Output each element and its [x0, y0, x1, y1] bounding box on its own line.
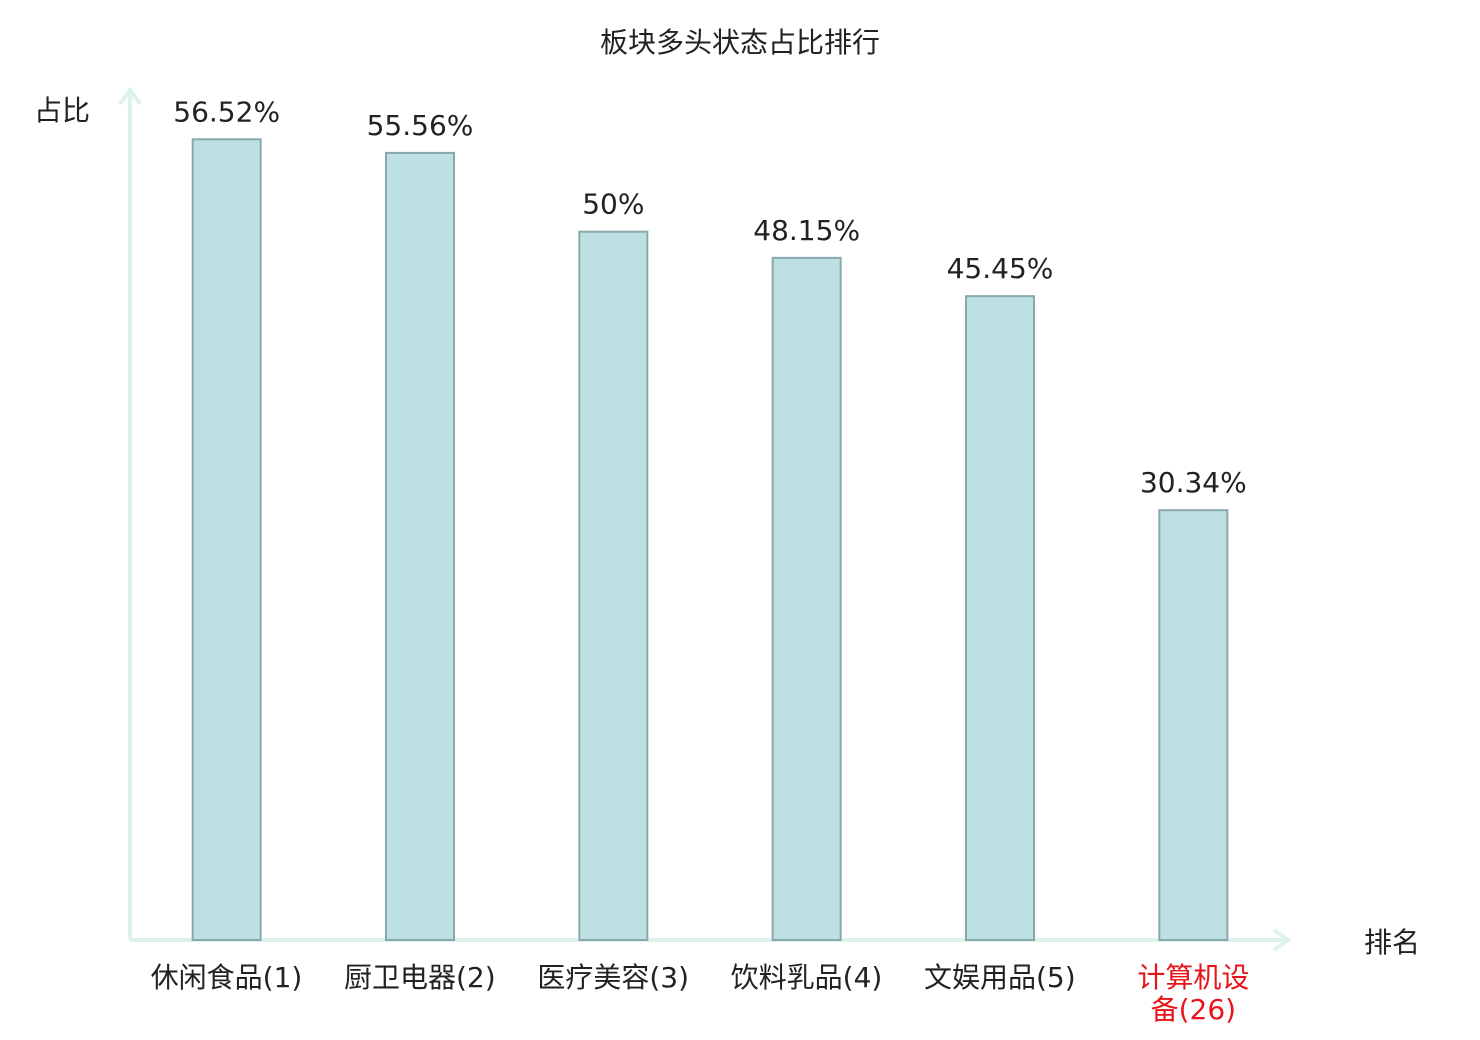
x-tick-label: 计算机设备(26): [1137, 961, 1250, 1026]
value-label: 55.56%: [367, 109, 474, 142]
bar: [965, 295, 1035, 941]
x-axis-label: 排名: [1364, 926, 1420, 959]
x-tick-label: 休闲食品(1): [150, 961, 303, 994]
chart-title: 板块多头状态占比排行: [600, 26, 880, 59]
axes: [118, 86, 1292, 952]
x-tick-label: 医疗美容(3): [537, 961, 689, 994]
bar: [771, 256, 842, 941]
x-tick-label: 厨卫电器(2): [344, 961, 496, 994]
value-label: 48.15%: [753, 214, 860, 247]
x-arrow: [1272, 928, 1292, 952]
bar: [385, 151, 455, 941]
value-label: 45.45%: [947, 252, 1054, 285]
y-arrow: [118, 86, 142, 106]
bar: [191, 138, 262, 942]
value-label: 30.34%: [1140, 466, 1247, 499]
x-tick-label: 文娱用品(5): [924, 961, 1076, 994]
x-tick-label: 饮料乳品(4): [730, 961, 883, 994]
bar: [578, 230, 649, 941]
bar: [1158, 509, 1229, 941]
y-axis-label: 占比: [34, 94, 90, 127]
value-label: 56.52%: [173, 95, 280, 128]
value-label: 50%: [582, 188, 644, 221]
